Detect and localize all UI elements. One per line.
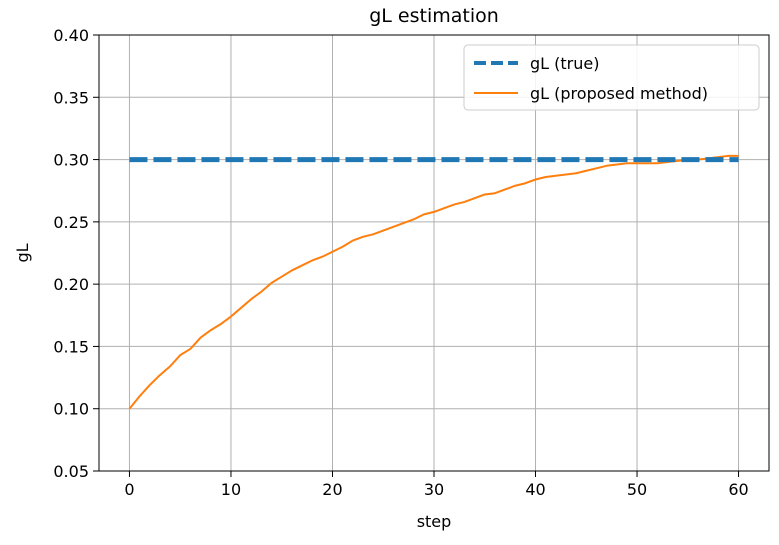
x-axis-ticks: 0 10 20 30 40 50 60 [124, 471, 749, 499]
series-line-proposed [128, 154, 739, 410]
y-tick-label: 0.05 [53, 462, 89, 481]
y-tick-label: 0.20 [53, 275, 89, 294]
y-tick-label: 0.35 [53, 88, 89, 107]
y-tick-label: 0.30 [53, 151, 89, 170]
legend-box [463, 44, 760, 111]
y-tick-label: 0.25 [53, 213, 89, 232]
x-tick-label: 50 [627, 480, 647, 499]
y-tick-label: 0.15 [53, 337, 89, 356]
x-tick-label: 10 [221, 480, 241, 499]
chart-title: gL estimation [369, 5, 499, 27]
y-tick-label: 0.40 [53, 26, 89, 45]
x-tick-label: 30 [424, 480, 444, 499]
legend-label-true: gL (true) [530, 54, 599, 73]
series-layer [128, 154, 739, 410]
y-axis-ticks: 0.05 0.10 0.15 0.20 0.25 0.30 0.35 0.40 [53, 26, 99, 481]
x-tick-label: 0 [124, 480, 134, 499]
y-tick-label: 0.10 [53, 400, 89, 419]
x-axis-label: step [417, 512, 452, 531]
x-tick-label: 60 [728, 480, 748, 499]
x-tick-label: 40 [525, 480, 545, 499]
legend-label-proposed: gL (proposed method) [530, 84, 708, 103]
x-tick-label: 20 [322, 480, 342, 499]
legend: gL (true) gL (proposed method) [463, 44, 760, 111]
y-axis-label: gL [13, 243, 32, 262]
